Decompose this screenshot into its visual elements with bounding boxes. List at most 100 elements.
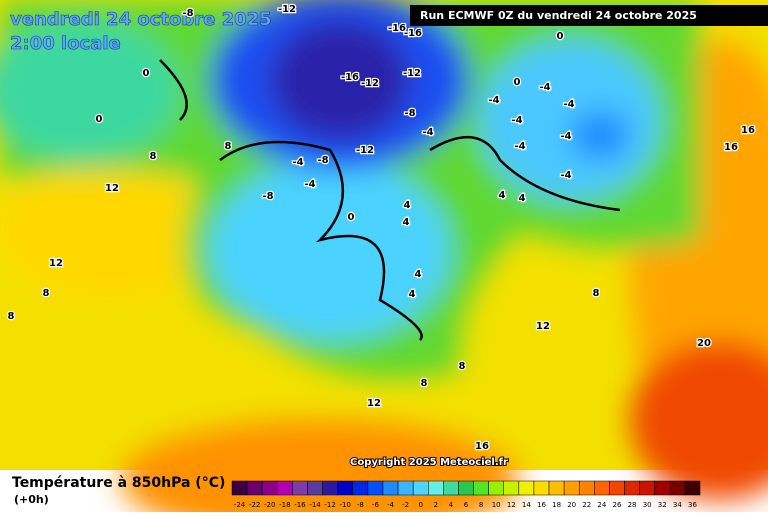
colorbar-label: 16 [537, 501, 546, 509]
contour-label: 12 [536, 321, 550, 332]
color-swatch [639, 480, 655, 496]
contour-label: -12 [356, 145, 374, 156]
color-swatch [337, 480, 354, 496]
contour-label: 4 [403, 217, 410, 228]
contour-label: 12 [49, 258, 63, 269]
contour-label: 12 [105, 183, 119, 194]
contour-label: -12 [361, 78, 379, 89]
contour-label: -16 [404, 28, 422, 39]
contour-label: -12 [403, 68, 421, 79]
colorbar-label: 14 [522, 501, 531, 509]
contour-label: -4 [488, 95, 499, 106]
color-swatch [428, 480, 444, 496]
colorbar-label: 4 [449, 501, 454, 509]
contour-label: -16 [341, 72, 359, 83]
colorbar-label: -16 [294, 501, 306, 509]
colorbar-label: -10 [340, 501, 351, 509]
contour-label: -4 [511, 115, 522, 126]
colorbar-label: 12 [507, 501, 516, 509]
color-swatch [231, 480, 248, 496]
contour-label: 8 [150, 151, 157, 162]
contour-label: 8 [225, 141, 232, 152]
contour-label: -4 [539, 82, 550, 93]
contour-label: -8 [404, 108, 415, 119]
color-swatch [624, 480, 640, 496]
colorbar-label: 10 [492, 501, 501, 509]
legend-title: Température à 850hPa (°C) [12, 475, 225, 491]
color-swatch [548, 480, 565, 496]
run-info: Run ECMWF 0Z du vendredi 24 octobre 2025 [420, 9, 697, 22]
contour-label: 8 [593, 288, 600, 299]
colorbar-label: -8 [357, 501, 364, 509]
contour-label: -8 [262, 191, 273, 202]
colorbar-label: -22 [249, 501, 260, 509]
contour-label: 4 [415, 269, 422, 280]
colorbar-label: 32 [658, 501, 667, 509]
colorbar-label: 26 [613, 501, 622, 509]
subtitle: 2:00 locale [10, 33, 121, 54]
contour-label: 12 [367, 398, 381, 409]
colorbar-label: 20 [567, 501, 576, 509]
contour-label: 16 [741, 125, 755, 136]
colorbar-label: 34 [673, 501, 682, 509]
color-swatch [292, 480, 308, 496]
contour-label: -4 [514, 141, 525, 152]
color-swatch [352, 480, 369, 496]
colorbar-label: -2 [402, 501, 409, 509]
color-swatch [563, 480, 580, 496]
color-swatch [609, 480, 625, 496]
color-swatch [669, 480, 686, 496]
colorbar-label: 24 [597, 501, 606, 509]
color-swatch [397, 480, 414, 496]
contour-label: 16 [475, 441, 489, 452]
colorbar-label: 18 [552, 501, 561, 509]
contour-label: -16 [388, 23, 406, 34]
color-swatch [277, 480, 293, 496]
color-swatch [246, 480, 263, 496]
contour-label: 0 [557, 31, 564, 42]
colorbar-label: -20 [264, 501, 275, 509]
title: vendredi 24 octobre 2025 [10, 9, 272, 30]
contour-label: -8 [317, 155, 328, 166]
color-swatch [382, 480, 399, 496]
color-swatch [412, 480, 429, 496]
contour-label: 20 [697, 338, 711, 349]
color-swatch [533, 480, 550, 496]
color-swatch [261, 480, 278, 496]
colorbar-label: 36 [688, 501, 697, 509]
color-swatch [594, 480, 610, 496]
colorbar-label: -12 [324, 501, 335, 509]
contour-label: 8 [421, 378, 428, 389]
contour-label: 8 [459, 361, 466, 372]
color-swatch [473, 480, 489, 496]
colorbar-label: -14 [309, 501, 321, 509]
contour-label: 4 [409, 289, 416, 300]
contour-label: 0 [514, 77, 521, 88]
contour-label: -8 [182, 8, 193, 19]
contour-label: -4 [560, 170, 571, 181]
colorbar-label: 6 [464, 501, 469, 509]
contour-label: -12 [278, 4, 296, 15]
color-swatch [458, 480, 474, 496]
contour-label: 4 [519, 193, 526, 204]
colorbar-label: 8 [479, 501, 483, 509]
colorbar-label: -24 [234, 501, 246, 509]
colorbar-label: 30 [643, 501, 652, 509]
contour-label: 4 [404, 200, 411, 211]
color-swatch [367, 480, 384, 496]
copyright: Copyright 2025 Meteociel.fr [350, 457, 508, 468]
color-swatch [488, 480, 504, 496]
colorbar-label: 0 [418, 501, 422, 509]
colorbar-label: 2 [434, 501, 438, 509]
color-swatch [654, 480, 671, 496]
color-swatch [322, 480, 338, 496]
colorbar-label: -6 [372, 501, 380, 509]
colorbar-label: 22 [582, 501, 591, 509]
color-swatch [684, 480, 701, 496]
lead-time: (+0h) [14, 493, 49, 506]
colorbar: -24 -22 -20 -18 -16 -14 -12 -10 -8 -6 -4 -2 0 2 4 6 8 10 1… [231, 480, 701, 509]
color-swatch [443, 480, 459, 496]
contour-label: -4 [563, 99, 574, 110]
contour-label: -4 [304, 179, 315, 190]
